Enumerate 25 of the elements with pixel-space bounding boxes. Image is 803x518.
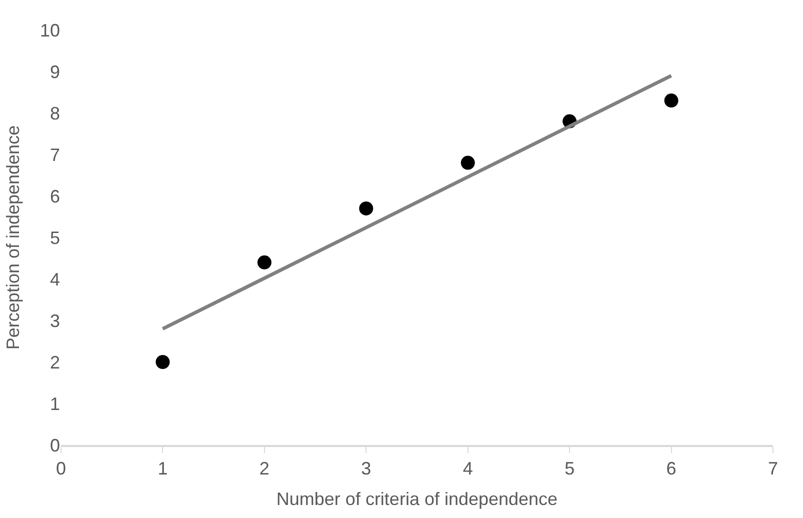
y-tick-label: 1 (50, 394, 60, 414)
y-tick-label: 8 (50, 103, 60, 124)
point (257, 255, 272, 270)
x-tick-label: 5 (564, 458, 575, 478)
point (664, 94, 678, 108)
y-tick-label: 2 (50, 352, 60, 372)
point (359, 201, 374, 216)
x-tick-label: 6 (666, 458, 676, 478)
y-tick-label: 10 (40, 20, 60, 40)
y-tick-label: 7 (50, 144, 60, 165)
y-axis-title: Perception of independence (3, 125, 24, 350)
y-tick-label: 6 (50, 186, 60, 206)
y-tick-label: 4 (50, 269, 60, 290)
x-axis-title: Number of criteria of independence (276, 488, 558, 509)
y-tick-label: 5 (50, 228, 60, 248)
x-tick-label: 4 (462, 458, 473, 478)
x-tick-label: 1 (158, 458, 168, 478)
y-tick-label: 9 (50, 62, 60, 82)
x-tick-label: 3 (361, 458, 372, 478)
point (460, 156, 475, 170)
x-tick-label: 7 (768, 458, 778, 478)
y-tick-label: 0 (50, 435, 60, 456)
x-tick-label: 2 (259, 458, 270, 478)
point (156, 355, 170, 369)
y-tick-label: 3 (50, 310, 60, 331)
